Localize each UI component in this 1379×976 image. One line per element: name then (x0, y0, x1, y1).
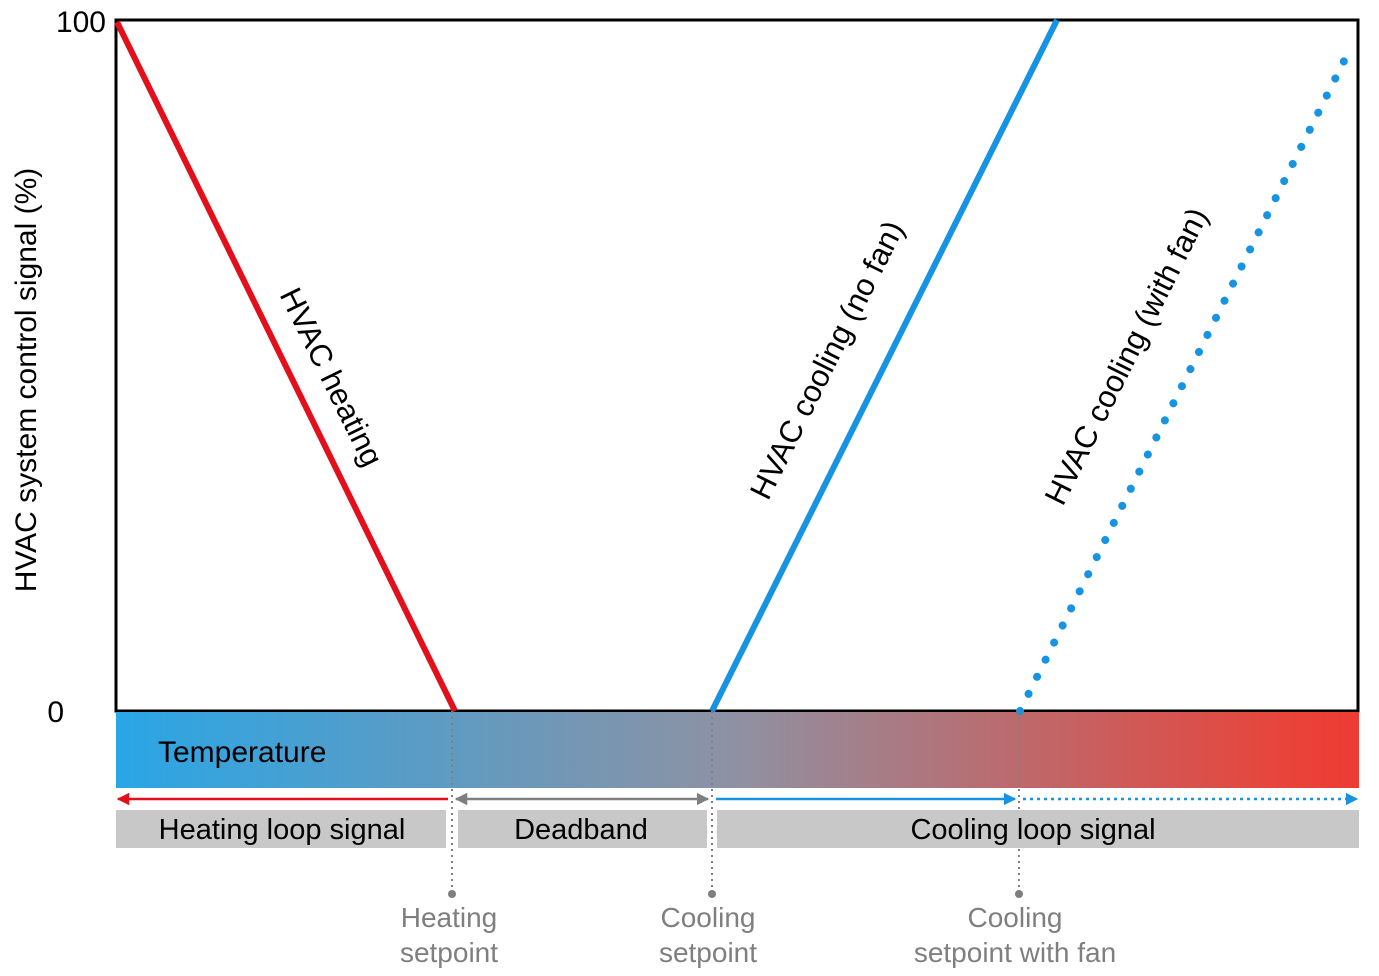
cooling-fan-setpoint-label-line2: setpoint with fan (914, 937, 1116, 968)
heating-setpoint-label-line2: setpoint (400, 937, 498, 968)
deadband-label: Deadband (514, 814, 648, 846)
cooling-no-fan-line (709, 18, 1060, 713)
cooling-setpoint-label-line2: setpoint (659, 937, 757, 968)
deadband-bar (458, 810, 707, 848)
heating-setpoint-dot (448, 890, 456, 898)
cooling-setpoint-dot (708, 890, 716, 898)
cooling-with-fan-line-label: HVAC cooling (with fan) (1038, 202, 1215, 510)
cooling-with-fan-line (1016, 41, 1356, 715)
y-axis-min-label: 0 (47, 696, 64, 729)
y-axis-title: HVAC system control signal (%) (10, 168, 43, 593)
heating-loop-label: Heating loop signal (159, 814, 406, 846)
cooling-setpoint-label-line1: Cooling (661, 902, 756, 933)
y-axis-max-label: 100 (56, 6, 106, 39)
cooling-loop-label: Cooling loop signal (910, 814, 1155, 846)
temperature-bar (116, 712, 1359, 788)
heating-loop-bar (116, 810, 446, 848)
cooling-loop-bar (717, 810, 1359, 848)
heating-line (114, 20, 458, 713)
cooling-fan-setpoint-label-line1: Cooling (968, 902, 1063, 933)
heating-setpoint-label-line1: Heating (401, 902, 498, 933)
temperature-label: Temperature (158, 736, 326, 769)
plot-frame (114, 18, 1360, 713)
cooling-fan-setpoint-dot (1015, 890, 1023, 898)
